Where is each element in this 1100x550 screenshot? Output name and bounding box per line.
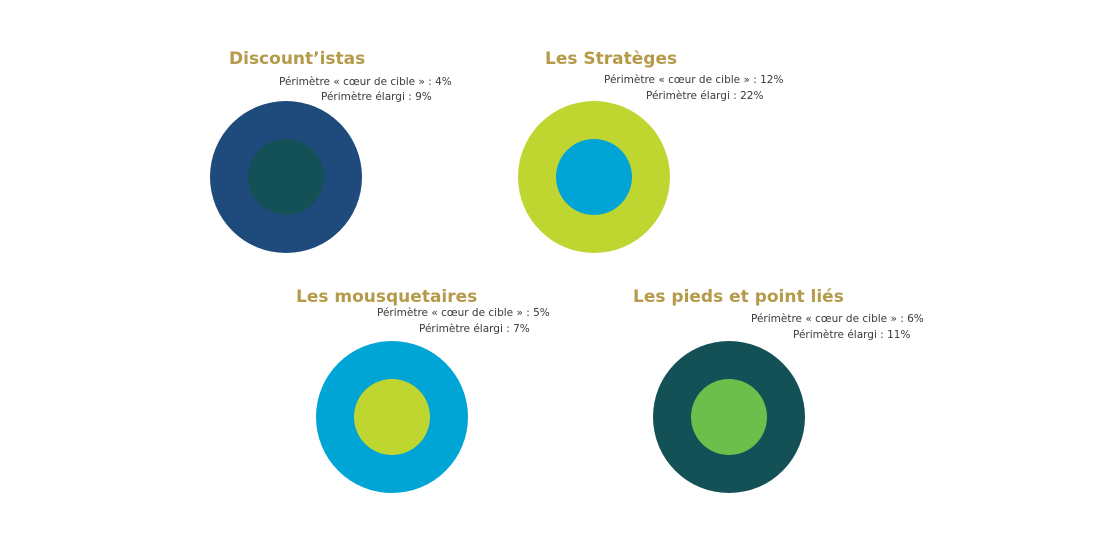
core-target-circle — [691, 379, 767, 455]
core-target-label: Périmètre « cœur de cible » : 6% — [751, 313, 924, 325]
extended-perimeter-label: Périmètre élargi : 11% — [793, 329, 910, 341]
extended-perimeter-ring — [653, 341, 805, 493]
segment-title: Les pieds et point liés — [633, 287, 844, 307]
